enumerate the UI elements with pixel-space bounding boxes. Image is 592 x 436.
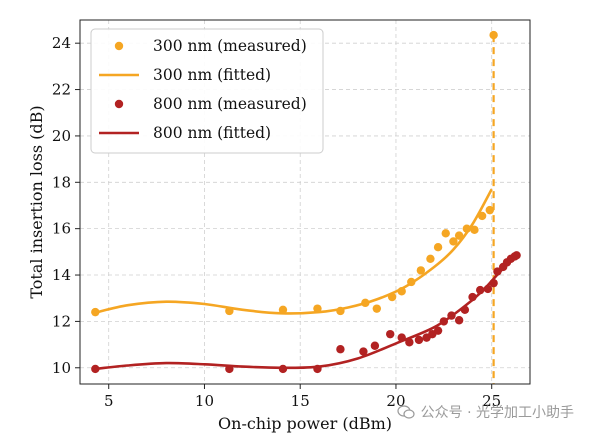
legend-label-800-nm-measured: 800 nm (measured)	[153, 95, 307, 113]
y-tick-label: 22	[52, 81, 71, 99]
data-point-300-nm-measured	[91, 307, 100, 317]
x-axis-label: On-chip power (dBm)	[218, 414, 392, 433]
data-point-300-nm-measured	[361, 298, 370, 308]
legend-box	[90, 28, 324, 154]
axis-ticks: 5 10 15 20 25 10 12 14 16 18 20 22 24	[52, 34, 501, 410]
y-tick-label: 20	[52, 127, 71, 145]
y-tick-label: 12	[52, 312, 71, 330]
data-point-300-nm-measured	[397, 287, 406, 296]
data-point-300-nm-measured	[454, 231, 464, 240]
y-tick-label: 16	[52, 220, 71, 238]
y-tick-label: 10	[52, 359, 71, 377]
x-tick-label: 15	[291, 392, 310, 410]
data-point-300-nm-measured	[225, 306, 234, 316]
data-point-800-nm-measured	[468, 292, 477, 302]
data-point-800-nm-measured	[359, 347, 368, 356]
data-point-300-nm-measured	[489, 30, 498, 40]
x-tick-label: 20	[386, 392, 405, 410]
data-point-300-nm-measured	[485, 205, 494, 215]
data-point-800-nm-measured	[447, 311, 456, 320]
legend-marker-300-nm-measured	[114, 41, 124, 51]
x-tick-label: 10	[195, 392, 214, 410]
data-point-800-nm-measured	[483, 284, 493, 294]
y-axis-label: Total insertion loss (dB)	[27, 105, 46, 298]
legend-label-300-nm-measured: 300 nm (measured)	[153, 37, 307, 55]
wechat-icon	[397, 405, 415, 419]
watermark: 公众号 · 光学加工小助手	[397, 402, 574, 422]
data-point-300-nm-measured	[416, 266, 426, 275]
data-point-300-nm-measured	[278, 305, 288, 315]
y-tick-label: 18	[52, 173, 71, 191]
data-point-800-nm-measured	[278, 364, 288, 374]
plot-area	[91, 30, 521, 384]
data-point-300-nm-measured	[477, 211, 487, 221]
data-point-800-nm-measured	[460, 305, 470, 315]
data-point-800-nm-measured	[405, 338, 414, 347]
data-point-800-nm-measured	[454, 316, 464, 325]
data-point-800-nm-measured	[433, 326, 443, 335]
data-point-800-nm-measured	[336, 345, 345, 354]
data-point-300-nm-measured	[449, 237, 458, 246]
data-point-800-nm-measured	[439, 317, 449, 326]
x-tick-label: 25	[482, 392, 501, 410]
legend: 300 nm (measured) 300 nm (fitted) 800 nm (…	[90, 28, 324, 154]
data-point-300-nm-measured	[426, 254, 435, 264]
data-point-300-nm-measured	[387, 292, 397, 302]
legend-label-800-nm-fitted: 800 nm (fitted)	[153, 124, 271, 142]
plot-frame	[79, 19, 531, 385]
data-point-800-nm-measured	[370, 341, 380, 350]
data-point-300-nm-measured	[372, 304, 382, 313]
data-point-800-nm-measured	[476, 285, 485, 295]
data-point-800-nm-measured	[225, 364, 234, 374]
data-point-300-nm-measured	[407, 277, 416, 287]
data-point-800-nm-measured	[493, 267, 502, 276]
series-line-300-nm-fitted	[95, 188, 493, 315]
data-point-800-nm-measured	[313, 364, 322, 374]
data-point-800-nm-measured	[397, 333, 406, 342]
legend-label-300-nm-fitted: 300 nm (fitted)	[153, 66, 271, 84]
x-tick-label: 5	[104, 392, 114, 410]
data-point-800-nm-measured	[414, 335, 424, 345]
data-point-300-nm-measured	[441, 229, 450, 238]
y-tick-label: 24	[52, 34, 71, 52]
data-point-300-nm-measured	[470, 225, 479, 235]
data-point-800-nm-measured	[489, 278, 498, 288]
legend-marker-800-nm-measured	[114, 99, 124, 109]
data-point-800-nm-measured	[386, 329, 395, 339]
data-point-300-nm-measured	[433, 243, 443, 252]
data-point-300-nm-measured	[313, 304, 322, 313]
data-point-800-nm-measured	[91, 364, 100, 374]
watermark-text: 公众号 · 光学加工小助手	[420, 405, 574, 421]
data-point-300-nm-measured	[462, 224, 472, 233]
data-point-300-nm-measured	[336, 306, 345, 316]
data-point-800-nm-measured	[512, 251, 521, 260]
y-tick-label: 14	[52, 266, 71, 284]
